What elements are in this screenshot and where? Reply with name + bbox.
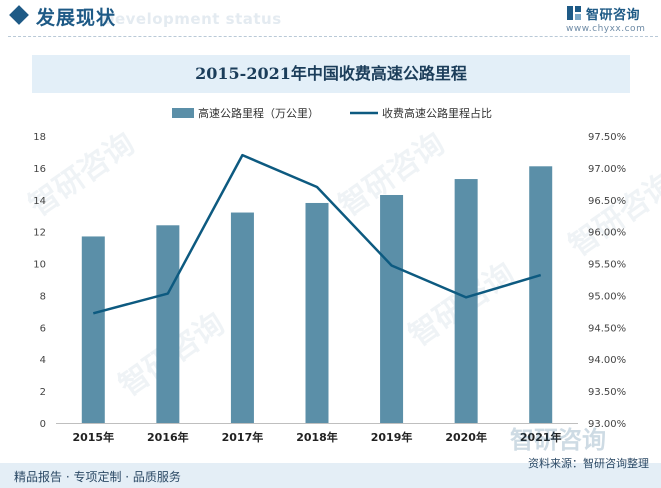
x-tick-label: 2019年 (371, 430, 413, 444)
bar (156, 225, 180, 423)
y-left-tick-label: 4 (40, 355, 46, 366)
y-left-tick-label: 0 (40, 419, 46, 430)
x-tick-label: 2016年 (147, 430, 189, 444)
y-right-tick-label: 94.50% (588, 323, 626, 334)
brand-logo-icon (567, 6, 581, 20)
y-right-tick-label: 95.50% (588, 260, 626, 271)
y-right-tick-label: 96.50% (588, 196, 626, 207)
source-note: 资料来源：智研咨询整理 (528, 457, 649, 470)
bar (380, 194, 404, 423)
legend-label-line: 收费高速公路里程占比 (382, 106, 492, 120)
bar (305, 202, 329, 423)
y-right-tick-label: 93.50% (588, 387, 626, 398)
chart: 高速公路里程（万公里） 收费高速公路里程占比 0 2 4 6 8 10 12 14 16 18 93.0… (33, 106, 626, 444)
y-left-tick-label: 2 (40, 387, 46, 398)
corner-watermark: 智研咨询 (510, 426, 606, 454)
y-right-tick-label: 95.00% (588, 291, 626, 302)
x-tick-label: 2018年 (296, 430, 338, 444)
y-left-tick-label: 12 (33, 228, 46, 239)
y-left-tick-label: 14 (33, 196, 46, 207)
bar (454, 179, 478, 423)
bar (529, 166, 553, 424)
y-left-tick-label: 16 (33, 164, 46, 175)
y-right-tick-label: 97.50% (588, 132, 626, 143)
y-left-tick-label: 10 (33, 260, 46, 271)
y-right-tick-label: 97.00% (588, 164, 626, 175)
brand-url: www.chyxx.com (566, 24, 646, 34)
bar (230, 212, 254, 423)
brand-name: 智研咨询 (586, 8, 641, 23)
x-tick-label: 2020年 (445, 430, 487, 444)
y-right-tick-label: 93.00% (588, 419, 626, 430)
chart-title-band (32, 55, 630, 93)
footer-slogan: 精品报告 · 专项定制 · 品质服务 (14, 470, 181, 484)
series-line (92, 153, 542, 315)
header-ghost-text: Development status (102, 10, 282, 28)
x-tick-label: 2015年 (72, 430, 114, 444)
y-left-tick-label: 8 (40, 291, 46, 302)
header-divider (8, 36, 658, 37)
legend-swatch-bar (172, 108, 194, 118)
chart-title: 2015-2021年中国收费高速公路里程 (195, 64, 467, 83)
page-header: Development status 发展现状 智研咨询 www.chyxx.c… (0, 0, 661, 36)
x-tick-label: 2017年 (222, 430, 264, 444)
y-right-tick-label: 96.00% (588, 228, 626, 239)
legend-label-bar: 高速公路里程（万公里） (198, 106, 319, 120)
y-left-tick-label: 6 (40, 323, 46, 334)
y-left-tick-label: 18 (33, 132, 46, 143)
footer-band (0, 463, 661, 488)
x-tick-label: 2021年 (520, 430, 562, 444)
section-title: 发展现状 (36, 7, 117, 29)
y-right-tick-label: 94.00% (588, 355, 626, 366)
bar (81, 236, 105, 423)
